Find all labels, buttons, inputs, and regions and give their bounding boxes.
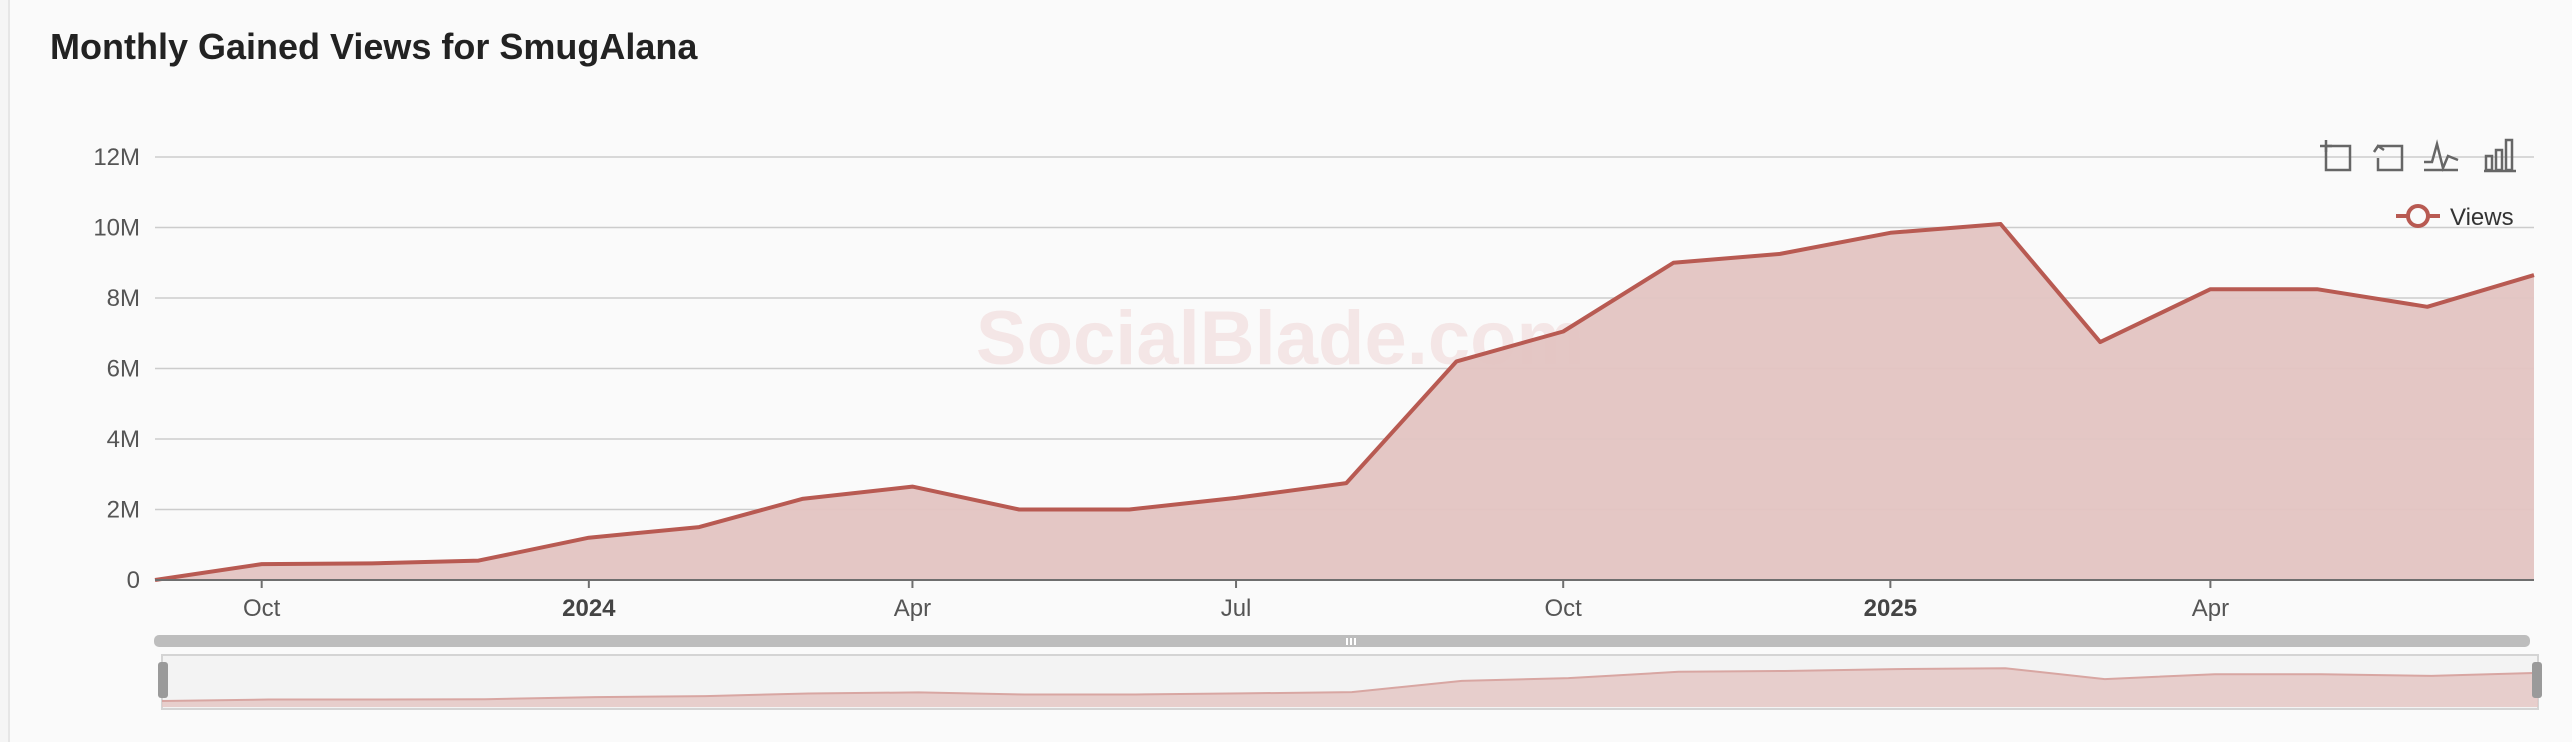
grid-layer — [155, 156, 2534, 511]
axis-layer — [155, 579, 2534, 588]
area-layer — [154, 222, 2535, 582]
x-tick-label: 2025 — [1864, 595, 1917, 622]
y-tick-labels: 0 2M 4M 6M 8M 10M 12M — [93, 144, 140, 594]
data-zoom-slider[interactable] — [154, 635, 2542, 710]
zoom-icon[interactable] — [2320, 140, 2352, 172]
y-tick-label: 8M — [107, 285, 140, 312]
zoom-slider-preview — [161, 667, 2539, 707]
x-tick-label: 2024 — [562, 595, 616, 622]
x-tick-label: Apr — [2192, 595, 2229, 622]
chart-title: Monthly Gained Views for SmugAlana — [50, 26, 698, 67]
bar-chart-icon[interactable] — [2484, 138, 2516, 173]
x-tick-label: Jul — [1221, 595, 1252, 622]
y-tick-label: 0 — [127, 567, 140, 594]
x-tick-labels: Oct 2024 Apr Jul Oct 2025 Apr — [243, 595, 2229, 622]
preview-line — [161, 667, 2539, 702]
x-tick-label: Apr — [894, 595, 931, 622]
chart-card: Monthly Gained Views for SmugAlana Socia… — [8, 0, 2572, 742]
preview-area — [162, 668, 2538, 707]
zoom-slider-bar[interactable] — [154, 635, 2530, 647]
legend-label-views: Views — [2450, 204, 2514, 231]
views-area — [155, 224, 2534, 580]
zoom-reset-icon[interactable] — [2372, 144, 2404, 172]
zoom-handle-right[interactable] — [2532, 662, 2542, 698]
legend[interactable]: Views — [2396, 204, 2514, 231]
legend-marker-icon — [2406, 204, 2430, 228]
zoom-slider-grip-icon[interactable] — [1346, 638, 1356, 645]
y-tick-label: 6M — [107, 356, 140, 383]
y-tick-label: 2M — [107, 497, 140, 524]
line-chart-icon[interactable] — [2424, 139, 2459, 172]
y-tick-label: 4M — [107, 426, 140, 453]
y-tick-label: 12M — [93, 144, 140, 171]
x-tick-label: Oct — [243, 595, 281, 622]
zoom-handle-left[interactable] — [158, 662, 168, 698]
y-tick-label: 10M — [93, 215, 140, 242]
x-tick-label: Oct — [1545, 595, 1583, 622]
